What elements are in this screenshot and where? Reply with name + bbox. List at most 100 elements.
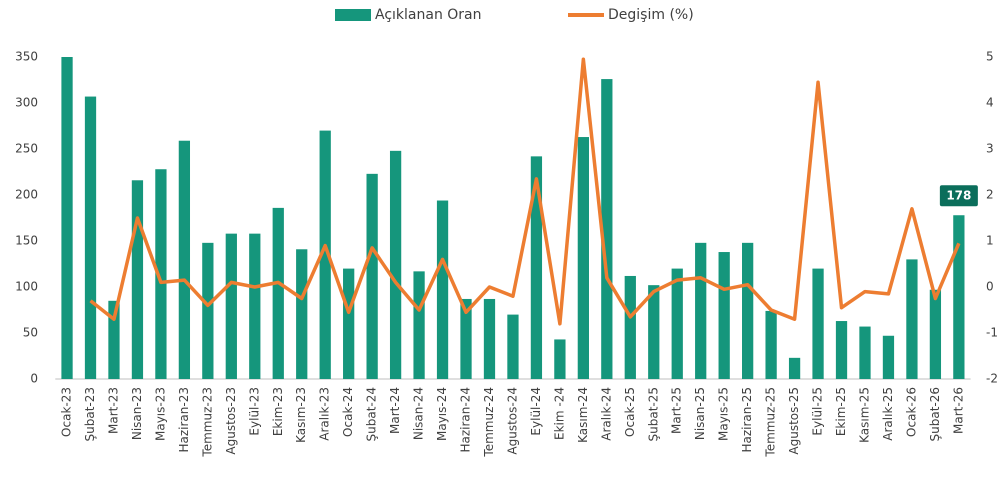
x-tick-label: Temmuz-24 [482, 387, 496, 458]
legend-label: Açıklanan Oran [375, 7, 482, 23]
bar [554, 339, 566, 379]
bar [272, 207, 284, 379]
y2-tick-label: 1 [986, 234, 994, 248]
x-tick-label: Mayıs-23 [153, 387, 167, 441]
x-tick-label: Ekim -24 [552, 387, 566, 440]
bar [319, 130, 331, 379]
x-tick-label: Mart-24 [388, 387, 402, 434]
bar [507, 314, 519, 379]
x-tick-label: Agustos-23 [224, 387, 238, 455]
bar [131, 180, 144, 379]
data-label-box [939, 185, 978, 207]
bar [577, 137, 589, 379]
y-tick-label: 350 [15, 50, 38, 64]
y2-tick-label: -1 [986, 326, 998, 340]
x-tick-label: Eylül-24 [529, 387, 543, 436]
y2-tick-label: 3 [986, 142, 994, 156]
x-tick-label: Ekim-25 [834, 387, 848, 436]
y2-tick-label: -2 [986, 372, 998, 386]
bar [366, 173, 378, 379]
bar [460, 298, 472, 379]
x-tick-label: Ekim-23 [271, 387, 285, 436]
legend-swatch [335, 9, 371, 21]
y-tick-label: 150 [15, 234, 38, 248]
x-tick-label: Kasım-25 [857, 387, 871, 443]
bar [483, 298, 496, 379]
bar [601, 79, 613, 379]
x-tick-label: Haziran-25 [740, 387, 754, 453]
bar [178, 140, 191, 379]
bar [671, 268, 683, 379]
x-tick-label: Ocak-24 [341, 387, 355, 437]
x-tick-label: Ocak-26 [904, 387, 918, 437]
y-tick-label: 200 [15, 188, 38, 202]
bar [624, 275, 636, 379]
bar [296, 249, 308, 379]
x-tick-label: Aralık-24 [599, 387, 613, 441]
bar [859, 326, 871, 379]
data-label: 178 [946, 189, 971, 203]
y2-tick-label: 2 [986, 188, 994, 202]
x-tick-label: Agustos-24 [505, 387, 519, 455]
bar [953, 215, 965, 379]
bar [202, 242, 214, 379]
x-tick-label: Temmuz-25 [764, 387, 778, 458]
x-tick-label: Şubat-25 [646, 387, 660, 442]
bar [530, 156, 543, 379]
bar [742, 242, 754, 379]
x-tick-label: Şubat-26 [928, 387, 942, 442]
x-tick-label: Aralık-25 [881, 387, 895, 441]
bar [648, 285, 660, 379]
bar [835, 321, 848, 379]
bar [718, 252, 730, 379]
bar [389, 150, 402, 379]
x-tick-label: Mart-23 [106, 387, 120, 434]
x-tick-label: Agustos-25 [787, 387, 801, 455]
bar [882, 335, 895, 379]
bar [61, 57, 73, 379]
bar [765, 310, 777, 379]
x-tick-label: Nisan-23 [130, 387, 144, 440]
x-tick-label: Haziran-24 [459, 387, 473, 453]
x-tick-label: Mayıs-25 [717, 387, 731, 441]
bar [108, 300, 120, 379]
y2-tick-label: 5 [986, 50, 994, 64]
x-tick-label: Kasım-23 [294, 387, 308, 443]
x-tick-label: Mart-26 [951, 387, 965, 434]
x-tick-label: Haziran-23 [177, 387, 191, 453]
x-tick-label: Aralık-23 [318, 387, 332, 441]
line [89, 57, 961, 326]
x-tick-label: Ocak-23 [60, 387, 74, 437]
x-tick-label: Nisan-24 [412, 387, 426, 440]
x-tick-label: Temmuz-23 [200, 387, 214, 458]
bar [695, 242, 707, 379]
bar [906, 259, 918, 379]
x-tick-label: Ocak-25 [623, 387, 637, 437]
bar [343, 268, 355, 379]
bar [436, 200, 449, 379]
x-tick-label: Şubat-24 [365, 387, 379, 442]
y-tick-label: 250 [15, 142, 38, 156]
x-tick-label: Eylül-23 [247, 387, 261, 436]
bar [155, 169, 167, 379]
x-tick-label: Eylül-25 [811, 387, 825, 436]
bar [249, 233, 261, 379]
x-tick-label: Mayıs-24 [435, 387, 449, 441]
bar [84, 96, 97, 379]
y2-tick-label: 0 [986, 280, 994, 294]
bar [225, 233, 237, 379]
y-tick-label: 50 [23, 326, 38, 340]
y2-tick-label: 4 [986, 96, 994, 110]
y-tick-label: 100 [15, 280, 38, 294]
y-tick-label: 300 [15, 96, 38, 110]
y-tick-label: 0 [30, 372, 38, 386]
x-tick-label: Şubat-23 [83, 387, 97, 442]
x-tick-label: Kasım-24 [576, 387, 590, 443]
bar [812, 268, 824, 379]
bar [788, 357, 801, 379]
x-tick-label: Nisan-25 [693, 387, 707, 440]
bar [413, 271, 425, 379]
x-tick-label: Mart-25 [670, 387, 684, 434]
legend-label: Degişim (%) [608, 7, 694, 23]
